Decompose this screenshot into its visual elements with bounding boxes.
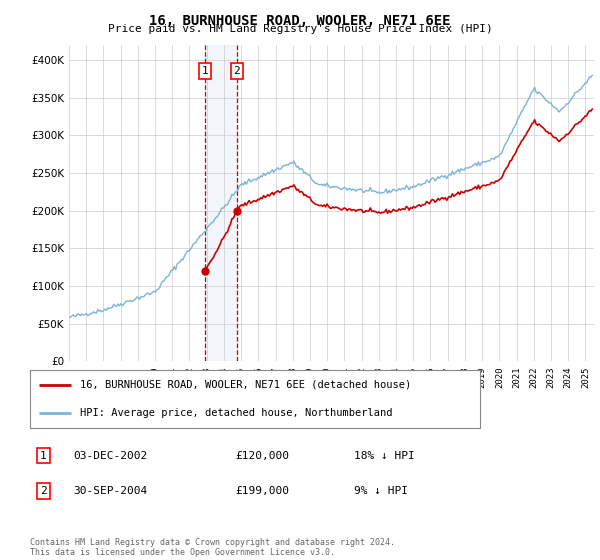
Text: 16, BURNHOUSE ROAD, WOOLER, NE71 6EE: 16, BURNHOUSE ROAD, WOOLER, NE71 6EE — [149, 14, 451, 28]
Text: HPI: Average price, detached house, Northumberland: HPI: Average price, detached house, Nort… — [79, 408, 392, 418]
Bar — [205, 45, 237, 361]
Text: 18% ↓ HPI: 18% ↓ HPI — [354, 451, 415, 461]
Text: 9% ↓ HPI: 9% ↓ HPI — [354, 486, 408, 496]
FancyBboxPatch shape — [30, 370, 480, 428]
Text: 30-SEP-2004: 30-SEP-2004 — [73, 486, 148, 496]
Text: 2: 2 — [233, 66, 240, 76]
Text: 1: 1 — [202, 66, 209, 76]
Text: Contains HM Land Registry data © Crown copyright and database right 2024.
This d: Contains HM Land Registry data © Crown c… — [30, 538, 395, 557]
Text: Price paid vs. HM Land Registry's House Price Index (HPI): Price paid vs. HM Land Registry's House … — [107, 24, 493, 34]
Text: 16, BURNHOUSE ROAD, WOOLER, NE71 6EE (detached house): 16, BURNHOUSE ROAD, WOOLER, NE71 6EE (de… — [79, 380, 411, 390]
Text: 2: 2 — [40, 486, 47, 496]
Text: 1: 1 — [40, 451, 47, 461]
Text: £120,000: £120,000 — [235, 451, 289, 461]
Text: 03-DEC-2002: 03-DEC-2002 — [73, 451, 148, 461]
Text: £199,000: £199,000 — [235, 486, 289, 496]
